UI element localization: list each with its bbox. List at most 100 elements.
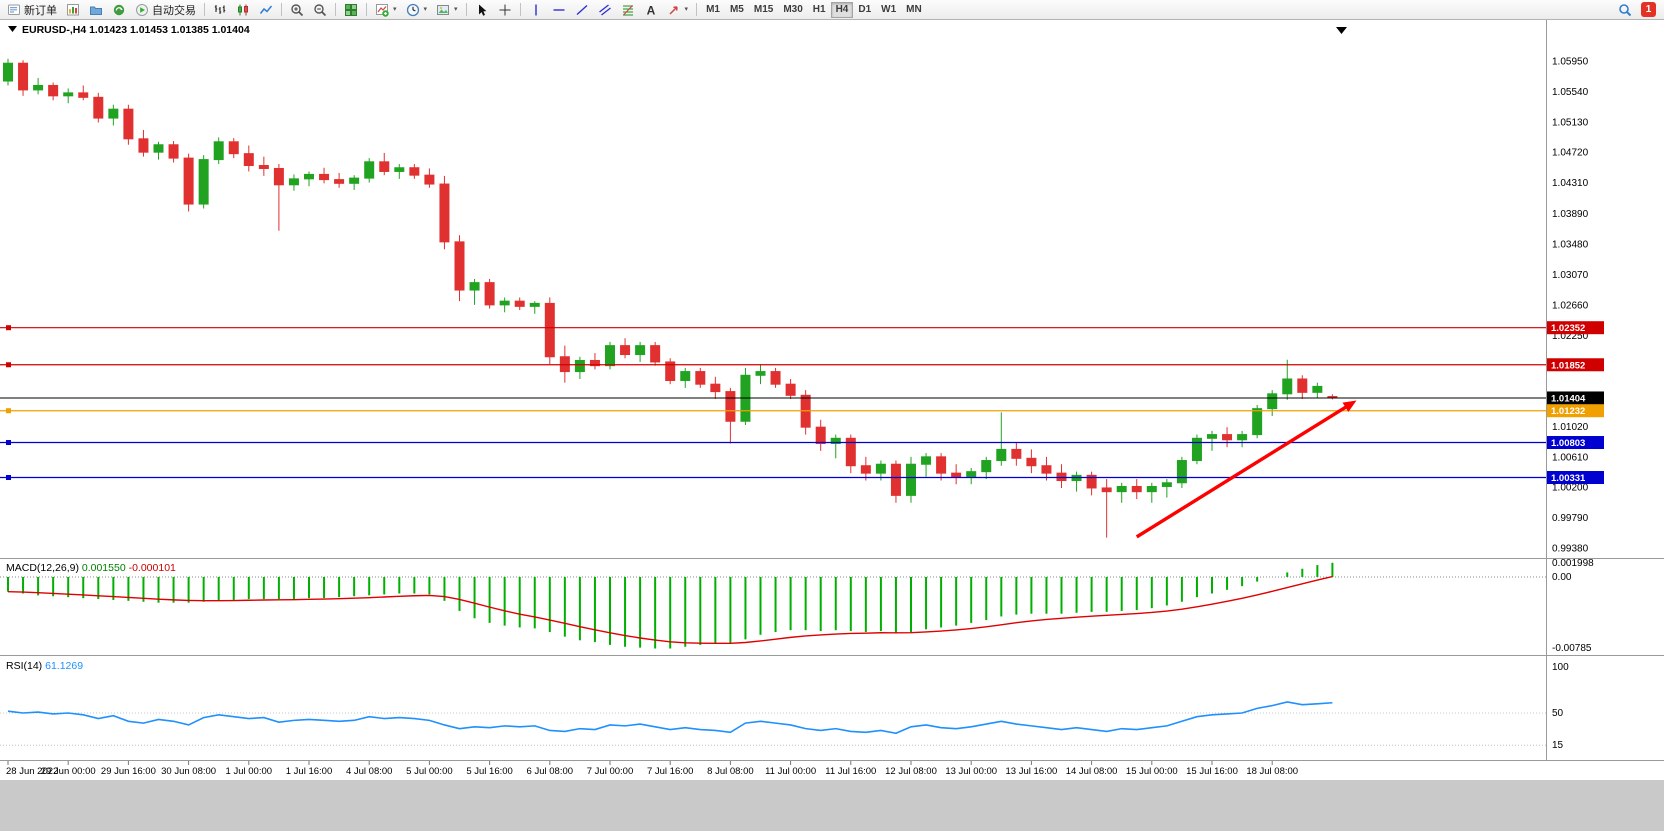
chart-area: 1.05950 1.05540 1.05130 1.04720 1.04310 1.038… [0, 20, 1664, 831]
svg-text:8 Jul 08:00: 8 Jul 08:00 [707, 766, 753, 777]
templates-button[interactable]: ▾ [432, 1, 462, 18]
tile-windows-button[interactable] [340, 1, 362, 18]
text-tool-button[interactable]: A [640, 1, 662, 18]
svg-text:1.04720: 1.04720 [1552, 148, 1589, 159]
svg-text:A: A [646, 3, 655, 17]
svg-text:1.05130: 1.05130 [1552, 117, 1589, 128]
zoom-out-button[interactable] [309, 1, 331, 18]
svg-text:14 Jul 08:00: 14 Jul 08:00 [1066, 766, 1118, 777]
trendline-button[interactable] [571, 1, 593, 18]
svg-text:1.00200: 1.00200 [1552, 483, 1589, 494]
chart-shift-marker[interactable] [1336, 27, 1347, 34]
timeframe-mn-button[interactable]: MN [901, 2, 927, 18]
timeframe-m30-button[interactable]: M30 [778, 2, 807, 18]
timeframe-d1-button[interactable]: D1 [853, 2, 876, 18]
price-badge-1.00331 [1547, 471, 1604, 485]
crosshair-button[interactable] [494, 1, 516, 18]
svg-text:100: 100 [1552, 662, 1569, 673]
timeframe-m1-button[interactable]: M1 [701, 2, 725, 18]
candlestick-icon [238, 4, 248, 15]
candlestick-chart-button[interactable] [232, 1, 254, 18]
timeframe-h4-button[interactable]: H4 [830, 1, 854, 18]
line-chart-button[interactable] [255, 1, 277, 18]
toolbar-separator [696, 3, 698, 16]
level-handle[interactable] [6, 408, 11, 414]
indicators-button[interactable]: ▾ [371, 1, 401, 18]
horizontal-line-icon [553, 8, 565, 11]
level-handle[interactable] [6, 475, 11, 481]
new-order-button[interactable]: 新订单 [3, 1, 61, 18]
clock-icon [406, 3, 419, 16]
cursor-button[interactable] [471, 1, 493, 18]
new-chart-button[interactable] [62, 1, 84, 18]
price-badge-1.01852 [1547, 358, 1604, 372]
svg-text:15: 15 [1552, 740, 1564, 751]
horizontal-line-button[interactable] [548, 1, 570, 18]
svg-text:30 Jun 08:00: 30 Jun 08:00 [161, 766, 216, 777]
search-button[interactable] [1614, 1, 1636, 18]
svg-text:1.03070: 1.03070 [1552, 270, 1589, 281]
svg-text:7 Jul 00:00: 7 Jul 00:00 [587, 766, 633, 777]
svg-text:1.01852: 1.01852 [1551, 360, 1585, 371]
text-tool-icon: A [646, 3, 655, 17]
svg-text:4 Jul 08:00: 4 Jul 08:00 [346, 766, 392, 777]
svg-text:13 Jul 00:00: 13 Jul 00:00 [945, 766, 997, 777]
toolbar-separator [519, 3, 521, 16]
dropdown-caret-icon: ▾ [423, 6, 428, 13]
macd-label: MACD(12,26,9) 0.001550 -0.000101 [6, 562, 176, 574]
svg-text:0.001998: 0.001998 [1552, 558, 1594, 569]
level-handle[interactable] [6, 440, 11, 446]
price-badge-1.02352 [1547, 321, 1604, 335]
svg-text:1.01020: 1.01020 [1552, 422, 1589, 433]
main-toolbar: 新订单 自动交易 [0, 0, 1664, 20]
svg-text:13 Jul 16:00: 13 Jul 16:00 [1006, 766, 1058, 777]
one-click-trading-toggle[interactable] [8, 26, 17, 32]
svg-text:1.05950: 1.05950 [1552, 57, 1589, 68]
zoom-in-button[interactable] [286, 1, 308, 18]
bar-chart-button[interactable] [209, 1, 231, 18]
svg-text:29 Jun 16:00: 29 Jun 16:00 [101, 766, 156, 777]
toolbar-separator [281, 3, 282, 16]
channel-button[interactable] [594, 1, 616, 18]
price-badge-1.01404 [1547, 391, 1604, 405]
market-watch-button[interactable] [108, 1, 130, 18]
arrows-tool-button[interactable]: ▾ [663, 1, 693, 18]
svg-text:1.00803: 1.00803 [1551, 438, 1585, 449]
chart-background [0, 20, 1664, 780]
indicators-icon [376, 3, 389, 17]
svg-text:1.02250: 1.02250 [1552, 331, 1589, 342]
svg-text:1 Jul 00:00: 1 Jul 00:00 [226, 766, 272, 777]
svg-text:28 Jun 2022: 28 Jun 2022 [6, 766, 58, 777]
fibonacci-button[interactable] [617, 1, 639, 18]
level-handle[interactable] [6, 362, 11, 368]
notification-badge[interactable]: 1 [1641, 2, 1656, 17]
svg-text:0.99790: 0.99790 [1552, 513, 1589, 524]
timeframe-w1-button[interactable]: W1 [876, 2, 901, 18]
zoom-out-icon [314, 3, 327, 16]
market-watch-icon [113, 4, 125, 15]
level-handle[interactable] [6, 325, 11, 331]
profiles-button[interactable] [85, 1, 107, 18]
dropdown-caret-icon: ▾ [684, 6, 689, 13]
autotrading-button[interactable]: 自动交易 [131, 1, 200, 18]
timeframe-m15-button[interactable]: M15 [749, 2, 778, 18]
trendline-icon [576, 4, 588, 15]
svg-text:1.05540: 1.05540 [1552, 87, 1589, 98]
vertical-line-icon [534, 4, 537, 15]
periods-button[interactable]: ▾ [402, 1, 432, 18]
timeframe-m5-button[interactable]: M5 [725, 2, 749, 18]
trend-arrow[interactable] [1135, 400, 1357, 539]
svg-text:1.00610: 1.00610 [1552, 452, 1589, 463]
price-chart-canvas[interactable]: 1.05950 1.05540 1.05130 1.04720 1.04310 1.038… [0, 20, 1664, 831]
timeframe-h1-button[interactable]: H1 [808, 2, 831, 18]
equidistant-channel-icon [598, 3, 611, 16]
vertical-line-button[interactable] [525, 1, 547, 18]
fibonacci-icon [622, 4, 633, 16]
crosshair-icon [499, 4, 511, 15]
timeframe-group: M1 M5 M15 M30 H1 H4 D1 W1 MN [701, 1, 927, 18]
arrow-tool-icon [669, 5, 678, 15]
macd-histogram [7, 562, 1334, 649]
bar-chart-icon [214, 4, 226, 14]
dropdown-caret-icon: ▾ [393, 6, 397, 13]
